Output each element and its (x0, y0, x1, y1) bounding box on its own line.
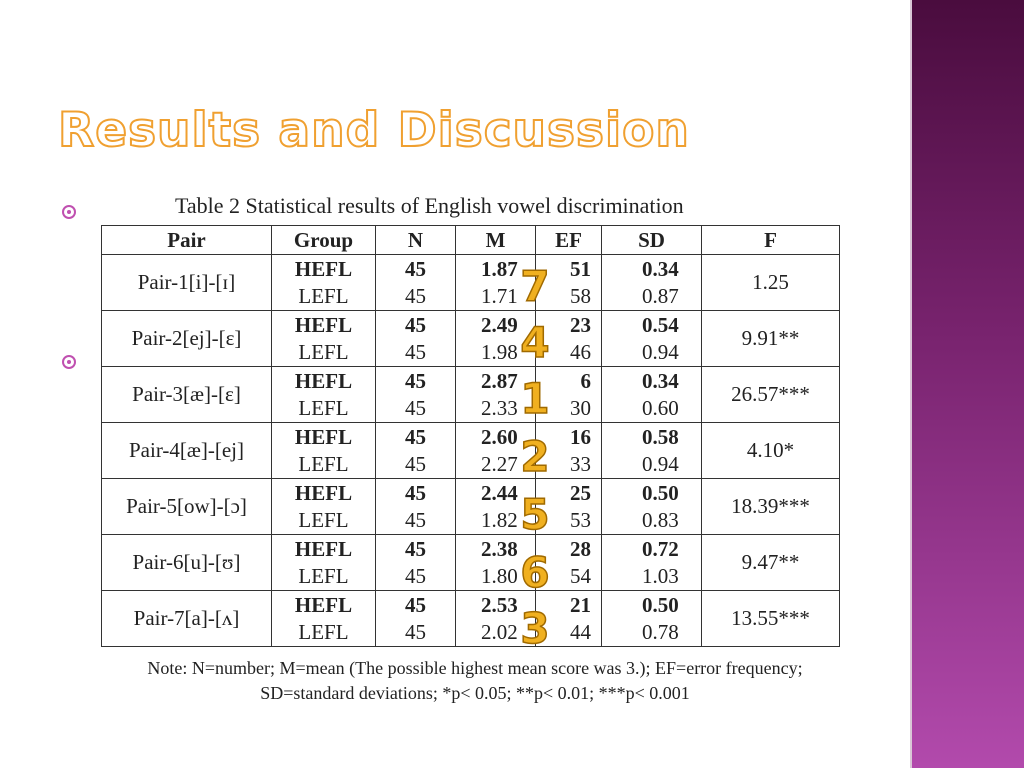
n-cell: 45 45 (375, 366, 456, 423)
header-f: F (701, 225, 840, 255)
rank-digit: 1 (520, 373, 551, 424)
f-cell: 4.10* (701, 422, 840, 479)
table-row: Pair-7[a]-[ʌ] HEFL LEFL 45 45 2.53 2.02 21 4… (101, 590, 840, 647)
pair-label: Pair-5[ow]-[ɔ] (101, 478, 272, 535)
header-n: N (375, 225, 456, 255)
table-row: Pair-2[ej]-[ɛ] HEFL LEFL 45 45 2.49 1.98 23… (101, 310, 840, 367)
sd-cell: 0.34 0.60 (601, 366, 702, 423)
rank-digit: 4 (520, 317, 551, 368)
pair-label: Pair-6[u]-[ʊ] (101, 534, 272, 591)
sidebar-edge (910, 0, 913, 768)
bullet-icon (62, 355, 76, 369)
n-cell: 45 45 (375, 534, 456, 591)
f-cell: 13.55*** (701, 590, 840, 647)
n-cell: 45 45 (375, 310, 456, 367)
pair-label: Pair-1[i]-[ɪ] (101, 254, 272, 311)
mean-cell: 2.38 1.80 (455, 534, 536, 591)
table-note: Note: N=number; M=mean (The possible hig… (80, 656, 870, 706)
bullet-icon (62, 205, 76, 219)
slide-title: Results and Discussion (57, 102, 690, 159)
group-cell: HEFL LEFL (271, 254, 376, 311)
mean-cell: 1.87 1.71 (455, 254, 536, 311)
group-cell: HEFL LEFL (271, 534, 376, 591)
mean-cell: 2.53 2.02 (455, 590, 536, 647)
f-cell: 1.25 (701, 254, 840, 311)
sd-cell: 0.58 0.94 (601, 422, 702, 479)
rank-digit: 3 (520, 603, 551, 654)
mean-cell: 2.49 1.98 (455, 310, 536, 367)
sd-cell: 0.34 0.87 (601, 254, 702, 311)
ef-cell: 25 53 (535, 478, 602, 535)
note-line-2: SD=standard deviations; *p< 0.05; **p< 0… (260, 683, 690, 703)
pair-label: Pair-2[ej]-[ɛ] (101, 310, 272, 367)
rank-digit: 6 (520, 547, 551, 598)
header-ef: EF (535, 225, 602, 255)
group-cell: HEFL LEFL (271, 478, 376, 535)
rank-digit: 5 (520, 489, 551, 540)
sd-cell: 0.54 0.94 (601, 310, 702, 367)
mean-cell: 2.87 2.33 (455, 366, 536, 423)
table-row: Pair-6[u]-[ʊ] HEFL LEFL 45 45 2.38 1.80 28 5… (101, 534, 840, 591)
n-cell: 45 45 (375, 422, 456, 479)
sd-cell: 0.72 1.03 (601, 534, 702, 591)
group-cell: HEFL LEFL (271, 310, 376, 367)
f-cell: 26.57*** (701, 366, 840, 423)
pair-label: Pair-3[æ]-[ɛ] (101, 366, 272, 423)
f-cell: 9.47** (701, 534, 840, 591)
header-group: Group (271, 225, 376, 255)
table-header-row: Pair Group N M EF SD F (101, 225, 840, 255)
table-row: Pair-4[æ]-[ej] HEFL LEFL 45 45 2.60 2.27 16… (101, 422, 840, 479)
ef-cell: 21 44 (535, 590, 602, 647)
group-cell: HEFL LEFL (271, 366, 376, 423)
ef-cell: 23 46 (535, 310, 602, 367)
n-cell: 45 45 (375, 590, 456, 647)
mean-cell: 2.44 1.82 (455, 478, 536, 535)
f-cell: 18.39*** (701, 478, 840, 535)
rank-digit: 2 (520, 431, 551, 482)
f-cell: 9.91** (701, 310, 840, 367)
sd-cell: 0.50 0.78 (601, 590, 702, 647)
n-cell: 45 45 (375, 254, 456, 311)
ef-cell: 28 54 (535, 534, 602, 591)
rank-digit: 7 (520, 261, 551, 312)
mean-cell: 2.60 2.27 (455, 422, 536, 479)
group-cell: HEFL LEFL (271, 422, 376, 479)
table-row: Pair-5[ow]-[ɔ] HEFL LEFL 45 45 2.44 1.82 25… (101, 478, 840, 535)
pair-label: Pair-4[æ]-[ej] (101, 422, 272, 479)
header-m: M (455, 225, 536, 255)
results-table: Pair Group N M EF SD F Pair-1[i]-[ɪ] HEF… (101, 225, 840, 647)
pair-label: Pair-7[a]-[ʌ] (101, 590, 272, 647)
table-caption: Table 2 Statistical results of English v… (175, 193, 684, 218)
header-sd: SD (601, 225, 702, 255)
decorative-sidebar (912, 0, 1024, 768)
group-cell: HEFL LEFL (271, 590, 376, 647)
note-line-1: Note: N=number; M=mean (The possible hig… (147, 658, 803, 678)
table-row: Pair-1[i]-[ɪ] HEFL LEFL 45 45 1.87 1.71 51 5… (101, 254, 840, 311)
header-pair: Pair (101, 225, 272, 255)
sd-cell: 0.50 0.83 (601, 478, 702, 535)
n-cell: 45 45 (375, 478, 456, 535)
table-row: Pair-3[æ]-[ɛ] HEFL LEFL 45 45 2.87 2.33 6 30… (101, 366, 840, 423)
